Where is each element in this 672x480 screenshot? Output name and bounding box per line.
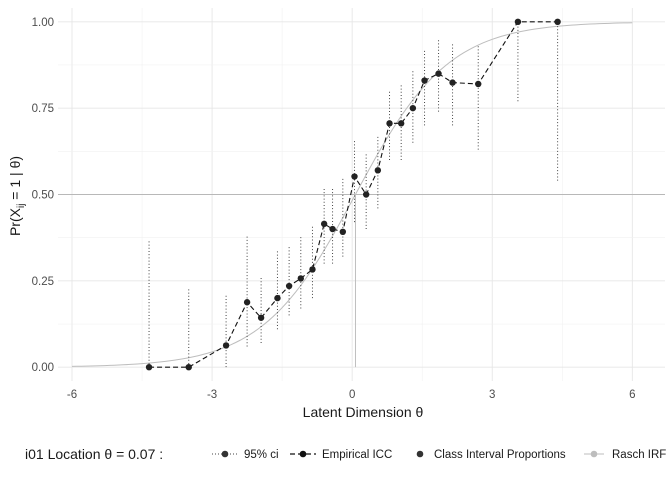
y-tick-label: 0.50 (32, 190, 54, 202)
legend: i01 Location θ = 0.07 : 95% ci Empirical… (25, 446, 666, 462)
class-interval-point (386, 120, 393, 127)
class-interval-point (409, 104, 417, 112)
class-interval-point (339, 228, 347, 235)
class-interval-point (320, 220, 328, 228)
class-interval-point (285, 282, 293, 290)
legend-item-ci: 95% ci (212, 449, 279, 461)
y-tick-label: 1.00 (32, 17, 54, 29)
class-interval-point (397, 120, 405, 127)
legend-key-empirical-icc (299, 450, 307, 458)
x-tick-label: 6 (629, 389, 635, 401)
legend-item-rasch-irf: Rasch IRF (584, 449, 666, 461)
y-tick-label: 0.25 (32, 276, 54, 288)
legend-key-ci (221, 450, 229, 458)
class-interval-point (274, 294, 281, 302)
legend-label-class-interval: Class Interval Proportions (434, 449, 566, 461)
y-axis-title-subscript: ij (16, 204, 27, 208)
class-interval-point (243, 299, 251, 306)
class-interval-point (475, 80, 482, 88)
legend-label-rasch-irf: Rasch IRF (612, 449, 666, 461)
legend-key-rasch-irf (590, 450, 598, 458)
x-tick-label: 0 (349, 389, 355, 401)
legend-title: i01 Location θ = 0.07 : (25, 446, 163, 462)
legend-label-ci: 95% ci (244, 449, 279, 461)
y-axis-title-rest: = 1 | θ) (7, 156, 23, 204)
class-interval-point (435, 70, 442, 77)
y-tick-label: 0.00 (32, 362, 54, 374)
class-interval-point (374, 167, 382, 174)
y-tick-labels: 0.00 0.25 0.50 0.75 1.00 (32, 17, 54, 374)
x-tick-label: 3 (489, 389, 495, 401)
class-interval-point (362, 191, 370, 198)
legend-item-class-interval: Class Interval Proportions (416, 449, 566, 461)
class-interval-point (554, 18, 561, 26)
x-tick-label: -3 (207, 389, 217, 401)
x-axis-title: Latent Dimension θ (303, 404, 424, 420)
class-interval-point (514, 18, 522, 26)
class-interval-point (309, 266, 316, 273)
legend-item-empirical-icc: Empirical ICC (290, 449, 392, 461)
class-interval-point (297, 275, 304, 282)
class-interval-point (222, 342, 230, 349)
x-tick-labels: -6 -3 0 3 6 (67, 389, 636, 401)
class-interval-point (185, 363, 192, 371)
legend-key-class-interval (416, 450, 424, 458)
class-interval-point (329, 225, 336, 233)
y-axis-title: Pr(Xij = 1 | θ) (7, 156, 27, 236)
class-interval-point (351, 173, 358, 180)
reference-lines (58, 194, 665, 368)
x-tick-label: -6 (67, 389, 77, 401)
y-tick-label: 0.75 (32, 103, 54, 115)
class-interval-point (145, 363, 153, 371)
class-interval-point (449, 79, 456, 86)
confidence-intervals-layer (148, 21, 559, 368)
class-interval-point (421, 77, 428, 84)
rasch-irf-curve (72, 22, 633, 367)
rasch-irf-layer (72, 22, 633, 367)
class-interval-points-layer (145, 18, 561, 371)
class-interval-point (257, 314, 265, 321)
legend-label-empirical-icc: Empirical ICC (322, 449, 392, 461)
